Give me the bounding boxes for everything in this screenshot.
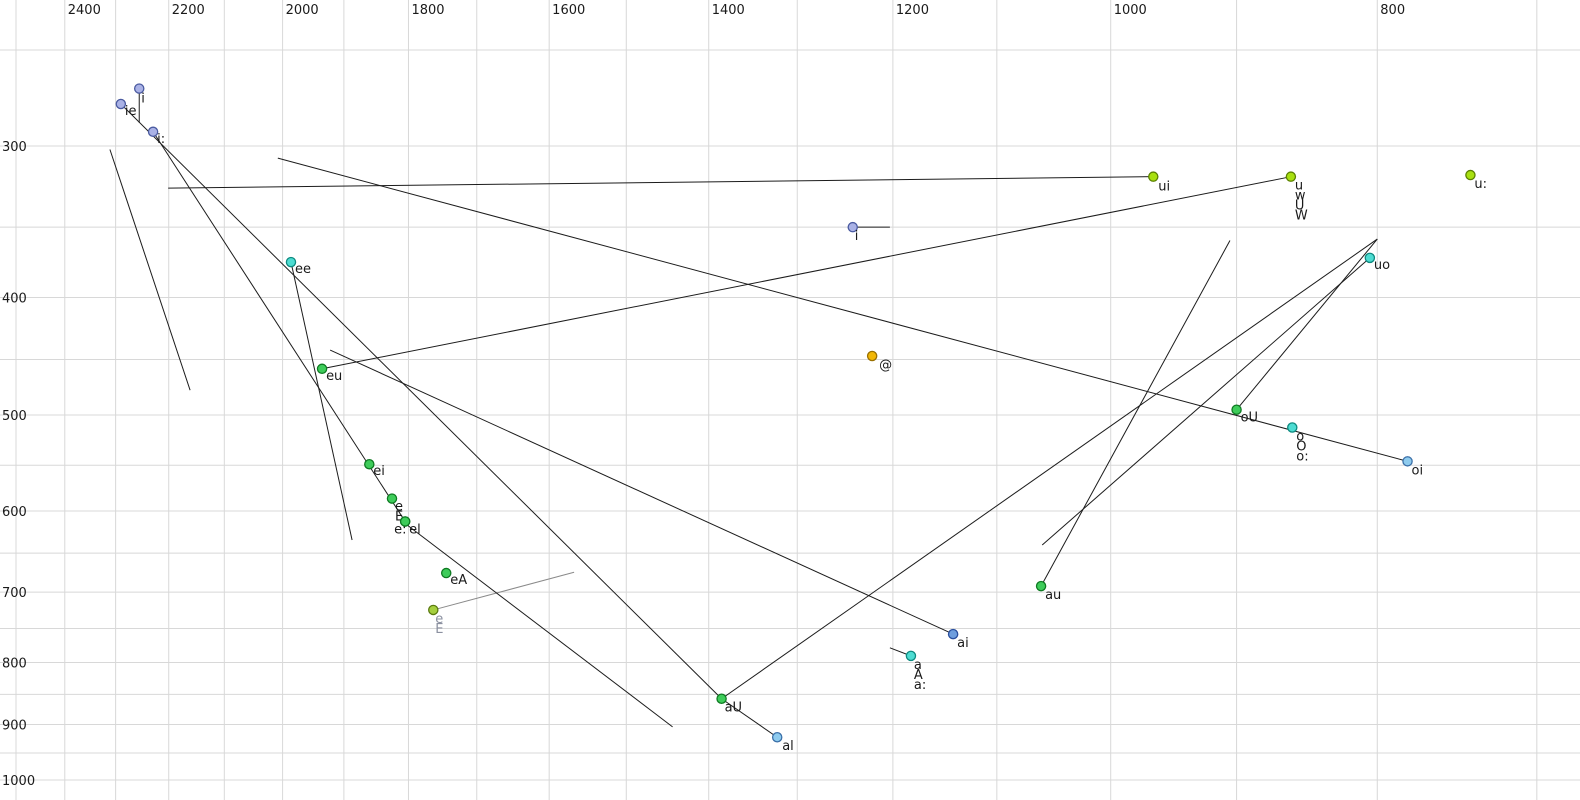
vowel-label: au xyxy=(1045,588,1061,603)
vowel-label: e xyxy=(435,612,443,627)
vowel-label: e xyxy=(395,500,403,515)
vowel-label: u: xyxy=(1474,177,1487,192)
x-tick-label: 1200 xyxy=(896,3,929,18)
vowel-point-e xyxy=(428,604,439,616)
vowel-label: A xyxy=(914,668,923,683)
vowel-label: E xyxy=(435,622,443,637)
x-tick-label: 800 xyxy=(1380,3,1405,18)
y-tick-label: 800 xyxy=(2,657,27,672)
vowel-label: el xyxy=(409,522,421,537)
vowel-point-al xyxy=(771,731,783,743)
trajectory-line xyxy=(120,103,722,700)
trajectory-line xyxy=(290,261,353,541)
y-tick-label: 400 xyxy=(2,291,27,306)
trajectory-line xyxy=(329,349,954,635)
vowel-point-a xyxy=(905,650,917,662)
x-tick-label: 2400 xyxy=(68,3,101,18)
vowel-label: u xyxy=(1295,179,1303,194)
vowel-label: U xyxy=(1295,199,1305,214)
trajectory-line xyxy=(1040,240,1231,587)
x-tick-label: 1800 xyxy=(411,3,444,18)
x-tick-label: 1400 xyxy=(712,3,745,18)
vowel-point-ei xyxy=(364,458,375,470)
x-tick-label: 2200 xyxy=(172,3,205,18)
vowel-label: aU xyxy=(725,701,742,716)
trajectory-line xyxy=(168,176,1154,189)
vowel-label: i: xyxy=(157,132,165,147)
vowel-label: al xyxy=(782,739,794,754)
trajectory-line xyxy=(1041,257,1371,546)
vowel-label: i xyxy=(141,92,145,107)
y-tick-label: 1000 xyxy=(2,774,35,789)
trajectory-line xyxy=(152,131,406,522)
vowel-label: E xyxy=(395,510,403,525)
vowel-label: oU xyxy=(1241,411,1258,426)
vowel-label: ui xyxy=(1158,180,1170,195)
vowel-label: W xyxy=(1295,209,1308,224)
vowel-point-uo xyxy=(1364,252,1376,264)
trajectory-line xyxy=(433,571,575,611)
vowel-point-u xyxy=(1285,171,1297,182)
vowel-label: o: xyxy=(1296,449,1308,464)
vowel-label: w xyxy=(1295,189,1306,204)
vowel-label: ie xyxy=(125,104,137,119)
vowel-point-ie xyxy=(115,98,127,110)
vowel-label: oi xyxy=(1412,463,1424,478)
y-tick-label: 500 xyxy=(2,409,27,424)
y-tick-label: 900 xyxy=(2,719,27,734)
vowel-point-e xyxy=(386,493,398,504)
vowel-point-ui xyxy=(1148,171,1159,182)
vowel-point-i xyxy=(133,83,145,94)
x-tick-label: 2000 xyxy=(286,3,319,18)
x-tick-label: 1600 xyxy=(552,3,585,18)
trajectory-line xyxy=(277,157,1408,462)
y-tick-label: 600 xyxy=(2,505,27,520)
y-tick-label: 300 xyxy=(2,140,27,155)
vowel-point-i xyxy=(147,126,159,138)
trajectory-line xyxy=(321,176,1291,370)
vowel-point-ai xyxy=(947,628,959,640)
vowel-point-au xyxy=(1035,580,1047,592)
vowel-label: uo xyxy=(1374,258,1390,273)
vowel-point-eu xyxy=(316,363,328,375)
vowel-point-oU xyxy=(1231,404,1242,415)
trajectory-line xyxy=(721,698,778,738)
vowel-label: ee xyxy=(295,262,311,277)
vowel-point-u xyxy=(1465,169,1476,181)
vowel-label: o xyxy=(1296,429,1304,444)
vowel-point-ee xyxy=(285,256,297,268)
trajectory-line xyxy=(405,523,673,728)
vowel-label: i xyxy=(855,229,859,244)
trajectory-line xyxy=(721,238,1378,700)
vowel-point-o xyxy=(1287,422,1298,433)
vowel-point-eA xyxy=(440,567,452,579)
trajectory-line xyxy=(109,149,191,391)
vowel-label: ei xyxy=(373,464,385,479)
vowel-label: O xyxy=(1296,439,1306,454)
vowel-point-i xyxy=(847,221,858,233)
vowel-label: a xyxy=(914,658,922,673)
vowel-point-el xyxy=(399,516,411,527)
vowel-label: eu xyxy=(326,369,342,384)
vowel-label: ai xyxy=(957,636,969,651)
vowel-label: eA xyxy=(450,573,467,588)
vowel-label: @ xyxy=(879,358,892,373)
trajectory-line xyxy=(1236,238,1378,411)
x-tick-label: 1000 xyxy=(1114,3,1147,18)
vowel-label: a: xyxy=(914,678,926,693)
vowel-point-oi xyxy=(1402,456,1413,467)
y-tick-label: 700 xyxy=(2,586,27,601)
vowel-point-@ xyxy=(866,350,878,362)
vowel-point-aU xyxy=(716,693,727,704)
